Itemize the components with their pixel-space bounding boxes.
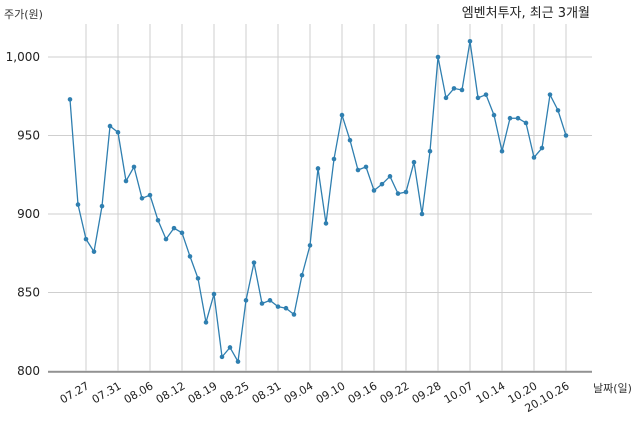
data-point <box>155 217 161 223</box>
data-point <box>539 145 545 151</box>
data-point <box>227 345 233 350</box>
y-tick-label: 950 <box>17 129 40 143</box>
data-point <box>331 156 337 162</box>
x-tick-label: 09.28 <box>410 379 444 406</box>
data-point <box>307 243 313 248</box>
data-point <box>355 167 361 173</box>
data-point <box>411 159 417 165</box>
price-points <box>67 39 569 364</box>
data-point <box>163 236 169 242</box>
data-point <box>475 95 481 101</box>
data-point <box>267 298 273 303</box>
data-point <box>531 155 537 160</box>
data-point <box>435 54 441 60</box>
data-point <box>291 312 297 317</box>
data-point <box>187 254 193 259</box>
data-point <box>179 230 185 236</box>
data-point <box>347 137 353 143</box>
data-point <box>363 164 369 170</box>
x-axis-label: 날짜(일) <box>593 381 632 395</box>
data-point <box>515 115 521 121</box>
x-tick-label: 07.31 <box>90 379 124 406</box>
data-point <box>563 133 569 138</box>
data-point <box>323 221 329 226</box>
data-point <box>275 304 281 309</box>
data-point <box>107 123 113 129</box>
data-point <box>67 97 73 102</box>
y-tick-labels: 800 850 900 950 1,000 <box>6 50 40 378</box>
data-point <box>91 249 97 254</box>
x-tick-label: 09.04 <box>282 379 316 406</box>
grid <box>48 24 592 372</box>
data-point <box>387 174 393 179</box>
data-point <box>379 181 385 187</box>
y-tick-label: 1,000 <box>6 50 40 64</box>
data-point <box>315 166 321 171</box>
data-point <box>371 188 377 193</box>
data-point <box>219 354 225 360</box>
data-point <box>131 164 137 170</box>
data-point <box>451 86 457 91</box>
x-tick-label: 10.07 <box>442 379 476 406</box>
data-point <box>339 112 345 118</box>
x-tick-label: 09.16 <box>346 379 380 406</box>
data-point <box>235 359 241 364</box>
x-tick-labels: 07.2707.3108.0608.1208.1908.2508.3109.04… <box>58 379 572 415</box>
data-point <box>75 202 81 207</box>
data-point <box>499 148 505 154</box>
data-point <box>427 148 433 154</box>
data-point <box>419 211 425 217</box>
data-point <box>555 108 561 113</box>
x-tick-label: 10.14 <box>474 379 508 406</box>
data-point <box>123 178 129 184</box>
data-point <box>171 225 177 231</box>
data-point <box>547 92 553 97</box>
y-axis-label: 주가(원) <box>4 8 43 21</box>
data-point <box>251 260 257 265</box>
x-tick-label: 09.22 <box>378 379 412 406</box>
data-point <box>115 130 121 135</box>
data-point <box>147 192 153 198</box>
chart-title: 엠벤처투자, 최근 3개월 <box>462 6 590 21</box>
y-tick-label: 900 <box>17 207 40 221</box>
x-tick-label: 08.06 <box>122 379 156 406</box>
data-point <box>259 301 265 306</box>
data-point <box>523 120 529 126</box>
x-tick-label: 07.27 <box>58 379 92 406</box>
data-point <box>299 272 305 278</box>
data-point <box>507 115 513 121</box>
x-tick-label: 09.10 <box>314 379 348 406</box>
data-point <box>203 320 209 325</box>
data-point <box>459 87 465 93</box>
data-point <box>403 189 409 195</box>
y-tick-label: 800 <box>17 364 40 378</box>
data-point <box>139 196 145 201</box>
price-line <box>69 41 567 364</box>
data-point <box>467 39 473 44</box>
data-point <box>491 112 497 118</box>
y-tick-label: 850 <box>17 286 40 300</box>
data-point <box>83 236 89 242</box>
data-point <box>99 203 105 209</box>
data-point <box>483 92 489 97</box>
x-tick-label: 08.19 <box>186 379 220 406</box>
data-point <box>443 95 449 101</box>
data-point <box>395 191 401 196</box>
x-tick-label: 08.12 <box>154 379 188 406</box>
data-point <box>195 276 201 281</box>
data-point <box>243 298 249 303</box>
x-tick-label: 08.25 <box>218 379 252 406</box>
data-point <box>283 305 289 311</box>
data-point <box>211 291 217 297</box>
x-tick-label: 08.31 <box>250 379 284 406</box>
